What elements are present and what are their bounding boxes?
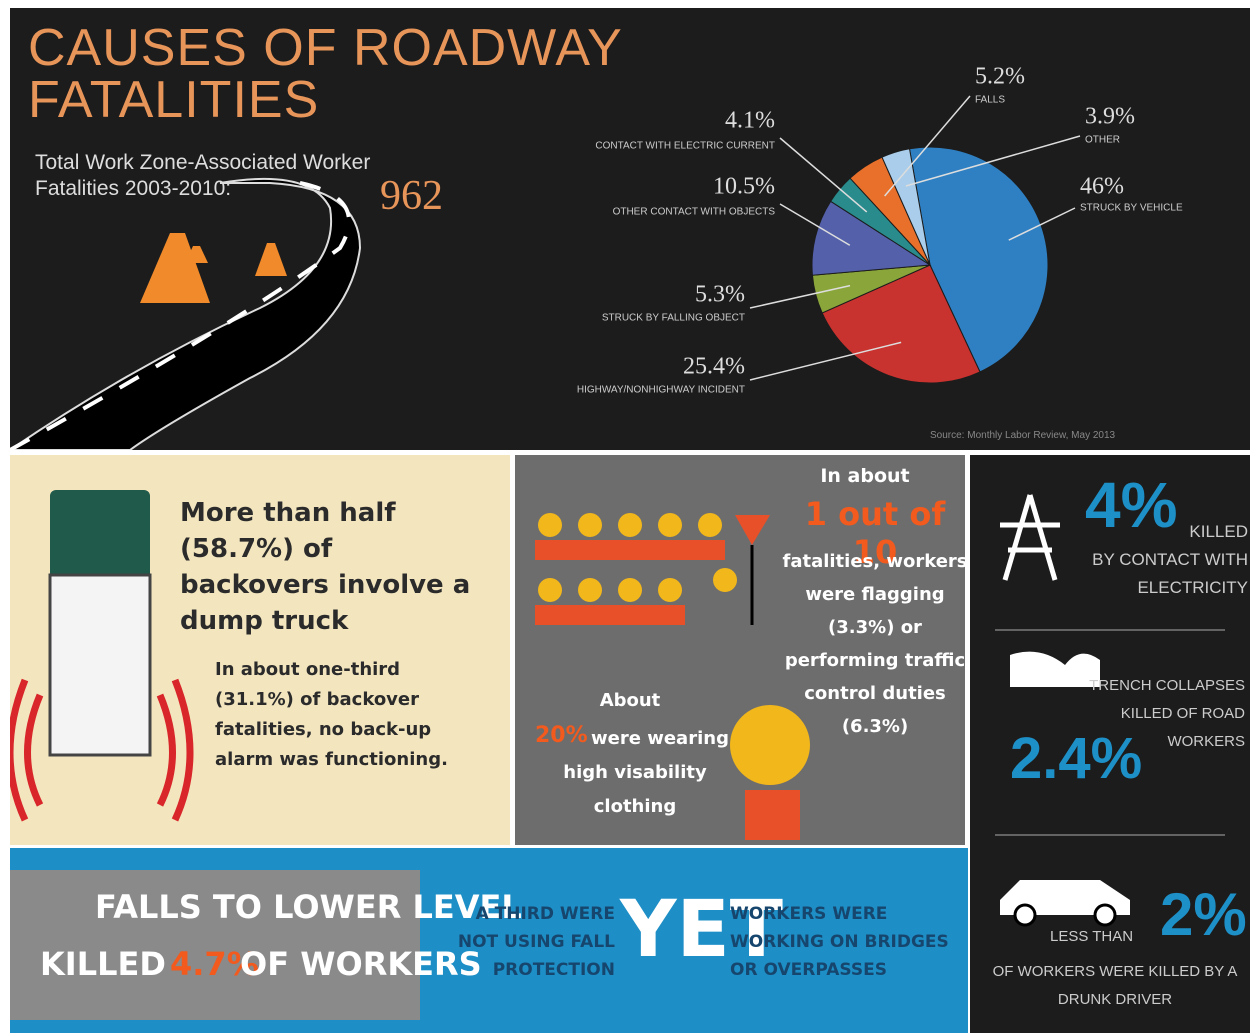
pie-category-label: OTHER CONTACT WITH OBJECTS — [613, 207, 776, 218]
source: Source: Monthly Labor Review, May 2013 — [930, 430, 1115, 441]
infographic: 46% STRUCK BY VEHICLE 25.4% HIGHWAY/NONHIGH… — [0, 0, 1255, 1035]
cone — [255, 243, 287, 276]
title: CAUSES OF ROADWAY FATALITIES — [28, 22, 678, 126]
falls-right-text: WORKERS WERE WORKING ON BRIDGES OR OVERP… — [730, 900, 960, 984]
drunk-prefix: LESS THAN — [1050, 928, 1133, 945]
pie-value-label: 5.3% — [695, 282, 745, 308]
pie-value-label: 25.4% — [683, 354, 745, 380]
electricity-text: KILLED BY CONTACT WITH ELECTRICITY — [1070, 518, 1248, 602]
trench-value: 2.4% — [1010, 725, 1142, 792]
pie-category-label: STRUCK BY FALLING OBJECT — [602, 313, 745, 324]
falls-left-text: A THIRD WERE NOT USING FALL PROTECTION — [430, 900, 615, 984]
pie-category-label: STRUCK BY VEHICLE — [1080, 203, 1183, 214]
pie-value-label: 46% — [1080, 174, 1124, 200]
subtitle: Total Work Zone-Associated Worker Fatali… — [35, 150, 375, 202]
visibility-intro: About — [560, 690, 700, 711]
cone — [140, 233, 210, 303]
pie-category-label: FALLS — [975, 95, 1005, 106]
pie-value-label: 10.5% — [713, 174, 775, 200]
pie-category-label: CONTACT WITH ELECTRIC CURRENT — [595, 141, 775, 152]
pie-category-label: OTHER — [1085, 135, 1120, 146]
flagging-intro: In about — [800, 465, 930, 487]
pie-value-label: 4.1% — [725, 108, 775, 134]
flagging-text: fatalities, workers were flagging (3.3%)… — [780, 545, 970, 743]
pie-value-label: 3.9% — [1085, 104, 1135, 130]
visibility-text: were wearing high visability clothing — [540, 722, 730, 824]
drunk-value: 2% — [1160, 880, 1247, 949]
falls-killed: KILLED — [40, 945, 166, 983]
drunk-text: OF WORKERS WERE KILLED BY A DRUNK DRIVER — [985, 958, 1245, 1014]
pie-value-label: 5.2% — [975, 64, 1025, 90]
road — [10, 179, 360, 450]
pie-category-label: HIGHWAY/NONHIGHWAY INCIDENT — [577, 385, 745, 396]
total: 962 — [380, 172, 443, 220]
backover-headline: More than half (58.7%) of backovers invo… — [180, 495, 480, 639]
backover-detail: In about one-third (31.1%) of backover f… — [215, 655, 485, 775]
